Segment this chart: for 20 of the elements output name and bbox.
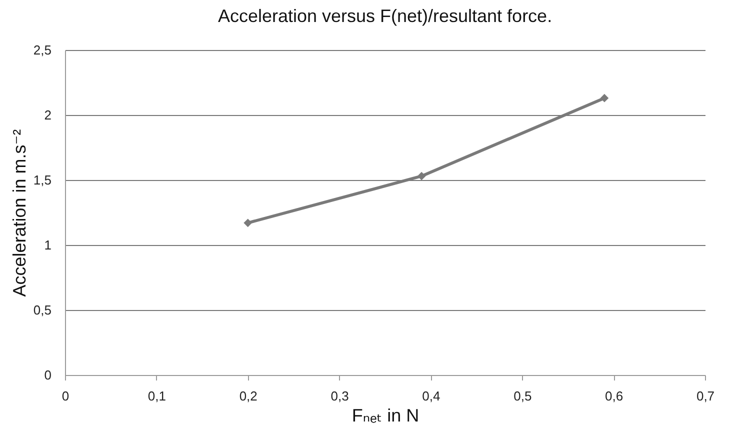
x-tick-label: 0 — [62, 388, 70, 404]
x-tick-label: 0,6 — [605, 388, 624, 404]
x-tick-label: 0,7 — [696, 388, 715, 404]
y-axis-title: Acceleration in m.s⁻² — [9, 129, 30, 297]
y-tick-label: 2 — [44, 108, 52, 122]
point — [600, 94, 609, 102]
point — [417, 172, 426, 180]
y-tick-label: 0 — [44, 368, 52, 382]
x-axis-title: Fₙₑₜ in N — [352, 406, 420, 426]
x-tick-label: 0,4 — [422, 388, 440, 404]
y-tick-label: 1 — [44, 238, 52, 252]
y-tick-label: 2,5 — [33, 42, 52, 58]
point — [244, 218, 252, 228]
chart-title: Acceleration versus F(net)/resultant force. — [218, 6, 552, 26]
y-tick-label: 1,5 — [33, 172, 52, 188]
x-tick-label: 0,1 — [148, 388, 166, 404]
x-tick-label: 0,3 — [330, 388, 349, 404]
x-tick-label: 0,2 — [239, 388, 258, 404]
y-tick-label: 0,5 — [33, 302, 52, 318]
x-tick-label: 0,5 — [514, 388, 532, 404]
